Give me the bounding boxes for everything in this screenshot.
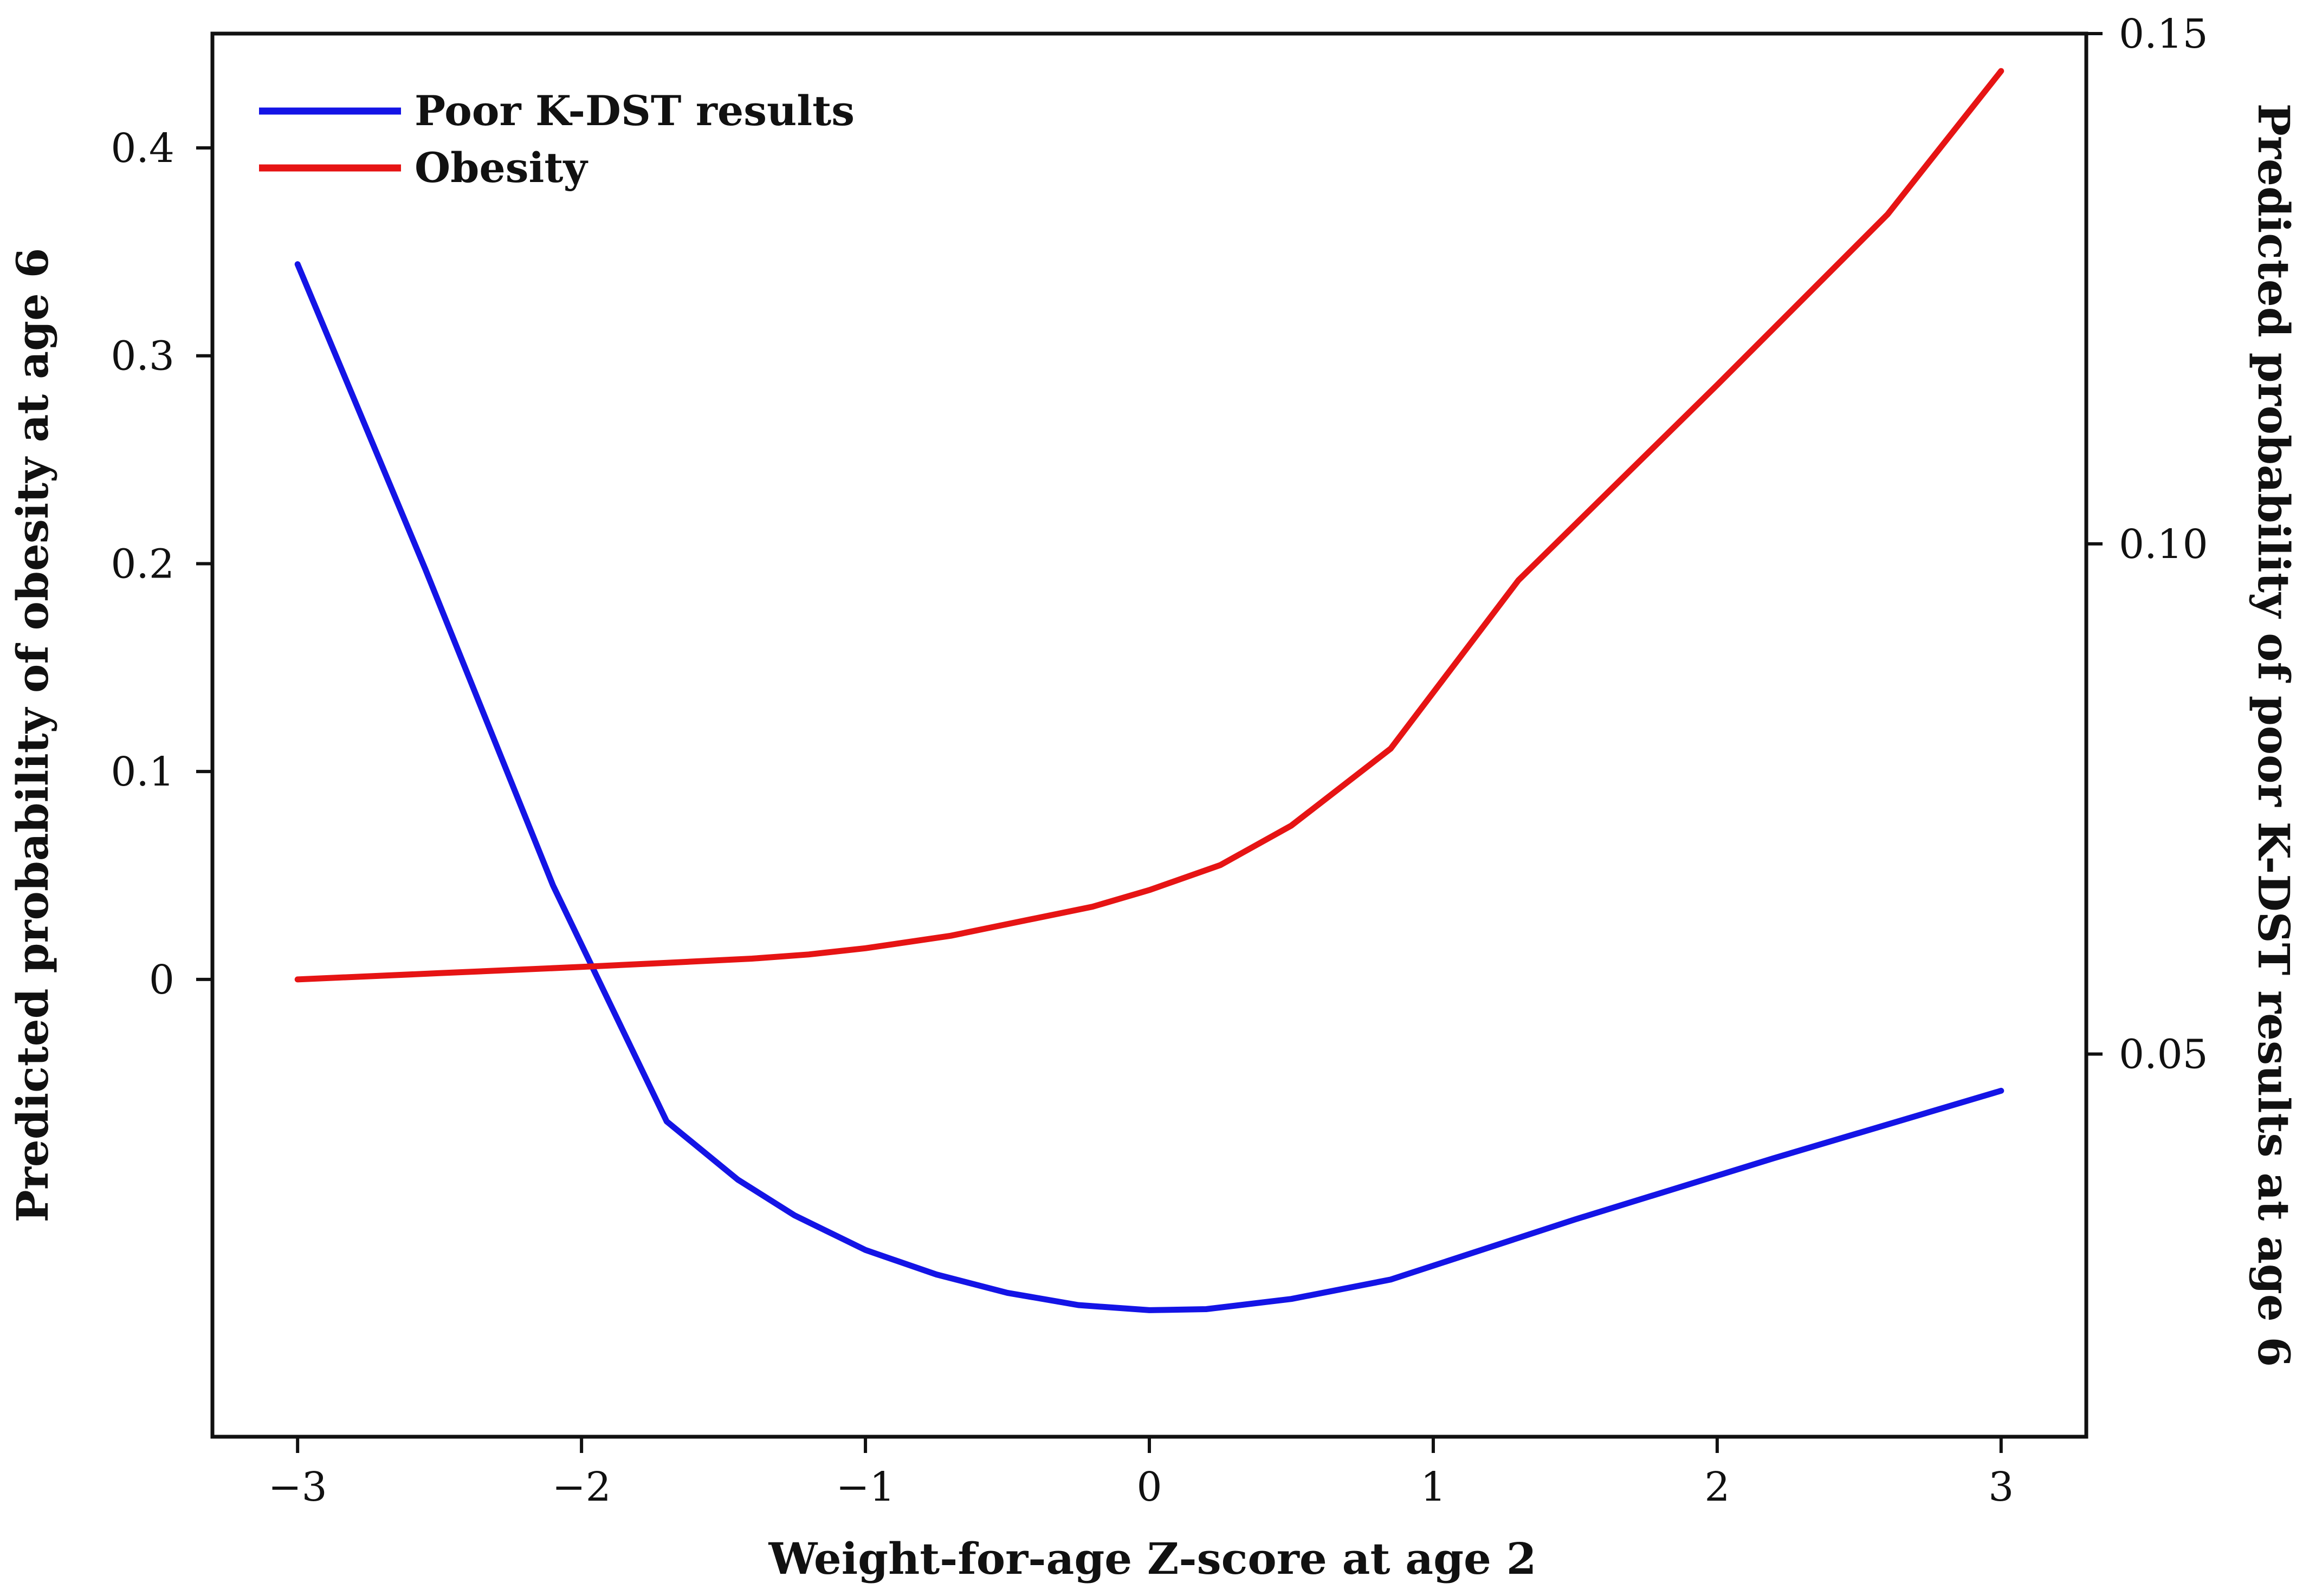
- y-left-tick-label: 0.4: [111, 125, 174, 172]
- legend-label-obesity: Obesity: [415, 144, 588, 192]
- x-tick-label: 1: [1420, 1464, 1446, 1510]
- x-tick-label: 0: [1136, 1464, 1162, 1510]
- y-right-tick-label: 0.05: [2119, 1031, 2208, 1078]
- x-tick-label: 2: [1704, 1464, 1730, 1510]
- data-series: [294, 68, 2004, 1313]
- x-tick-label: −3: [268, 1464, 327, 1510]
- legend-label-poor-k-dst-results: Poor K-DST results: [415, 87, 855, 135]
- series-line-poor-k-dst-results: [294, 261, 2004, 1313]
- y-left-tick-label: 0.2: [111, 541, 174, 587]
- axis-ticks: −3 −2 −1 0 1 2 3 0 0.1 0.2 0.3 0.4 0.05 0.10 0.15: [111, 11, 2208, 1510]
- x-axis-title: Weight-for-age Z-score at age 2: [768, 1533, 1537, 1584]
- series-line-obesity: [294, 68, 2004, 983]
- y-axis-left-title: Predicted probability of obesity at age …: [7, 248, 58, 1223]
- y-left-tick-label: 0.3: [111, 333, 174, 380]
- y-right-tick-label: 0.15: [2119, 11, 2208, 57]
- y-left-tick-label: 0: [149, 957, 174, 1003]
- y-right-tick-label: 0.10: [2119, 521, 2208, 568]
- legend: Poor K-DST results Obesity: [259, 87, 855, 192]
- x-tick-label: −2: [552, 1464, 611, 1510]
- y-left-tick-label: 0.1: [111, 749, 174, 795]
- y-axis-right-title: Predicted probability of poor K-DST resu…: [2248, 103, 2299, 1367]
- x-tick-label: 3: [1988, 1464, 2014, 1510]
- x-tick-label: −1: [836, 1464, 895, 1510]
